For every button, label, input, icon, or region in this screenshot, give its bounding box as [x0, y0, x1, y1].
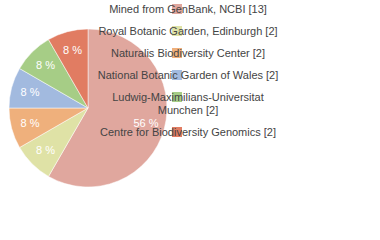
- svg-text:8 %: 8 %: [36, 144, 55, 156]
- svg-text:Ludwig-Maximilians-Universitat: Ludwig-Maximilians-UniversitatMunchen [2…: [112, 91, 264, 116]
- svg-text:Mined from GenBank, NCBI [13]: Mined from GenBank, NCBI [13]: [109, 3, 267, 15]
- svg-text:National Botanic Garden of Wal: National Botanic Garden of Wales [2]: [98, 69, 279, 81]
- svg-text:8 %: 8 %: [36, 59, 55, 71]
- svg-text:Naturalis Biodiversity Center: Naturalis Biodiversity Center [2]: [111, 47, 265, 59]
- svg-text:8 %: 8 %: [63, 44, 82, 56]
- svg-text:Royal Botanic Garden, Edinburg: Royal Botanic Garden, Edinburgh [2]: [98, 25, 277, 37]
- svg-text:Centre for Biodiversity Genomi: Centre for Biodiversity Genomics [2]: [100, 126, 276, 138]
- svg-text:56 %: 56 %: [133, 117, 159, 130]
- svg-text:8 %: 8 %: [21, 117, 40, 129]
- svg-text:8 %: 8 %: [21, 86, 40, 98]
